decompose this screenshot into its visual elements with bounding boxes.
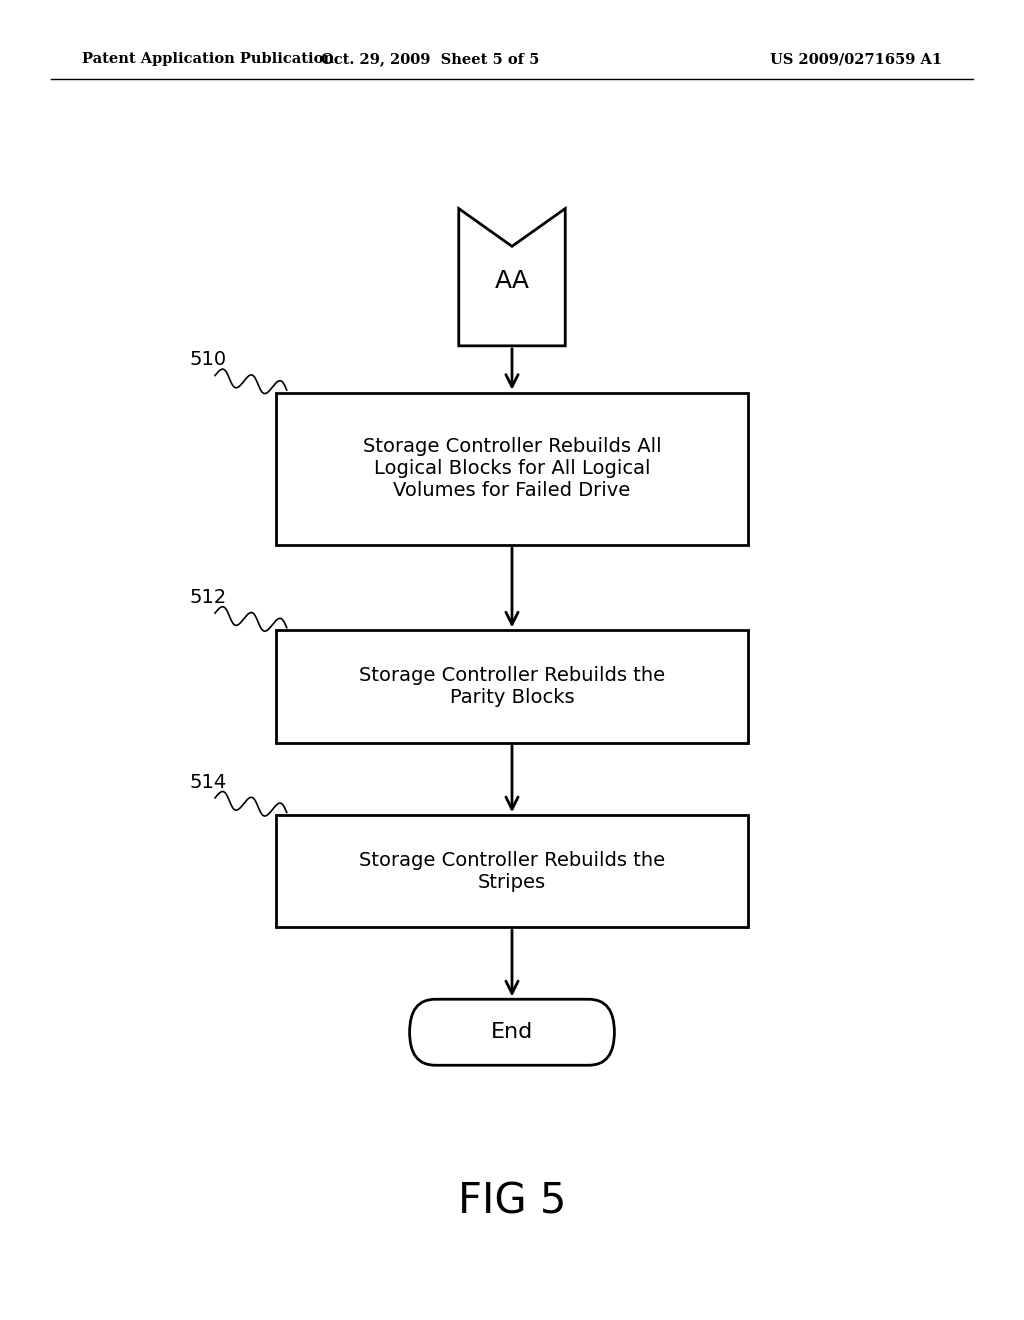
- Text: FIG 5: FIG 5: [458, 1180, 566, 1222]
- Text: US 2009/0271659 A1: US 2009/0271659 A1: [770, 53, 942, 66]
- Text: Storage Controller Rebuilds All
Logical Blocks for All Logical
Volumes for Faile: Storage Controller Rebuilds All Logical …: [362, 437, 662, 500]
- Text: Storage Controller Rebuilds the
Stripes: Storage Controller Rebuilds the Stripes: [359, 850, 665, 892]
- Text: 510: 510: [189, 350, 226, 370]
- FancyBboxPatch shape: [276, 393, 748, 544]
- Text: 514: 514: [189, 772, 226, 792]
- Text: 512: 512: [189, 587, 226, 607]
- Text: End: End: [490, 1022, 534, 1043]
- FancyBboxPatch shape: [410, 999, 614, 1065]
- FancyBboxPatch shape: [276, 631, 748, 742]
- FancyBboxPatch shape: [276, 814, 748, 927]
- Text: AA: AA: [495, 269, 529, 293]
- Text: Storage Controller Rebuilds the
Parity Blocks: Storage Controller Rebuilds the Parity B…: [359, 665, 665, 708]
- Text: Patent Application Publication: Patent Application Publication: [82, 53, 334, 66]
- Polygon shape: [459, 209, 565, 346]
- Text: Oct. 29, 2009  Sheet 5 of 5: Oct. 29, 2009 Sheet 5 of 5: [321, 53, 540, 66]
